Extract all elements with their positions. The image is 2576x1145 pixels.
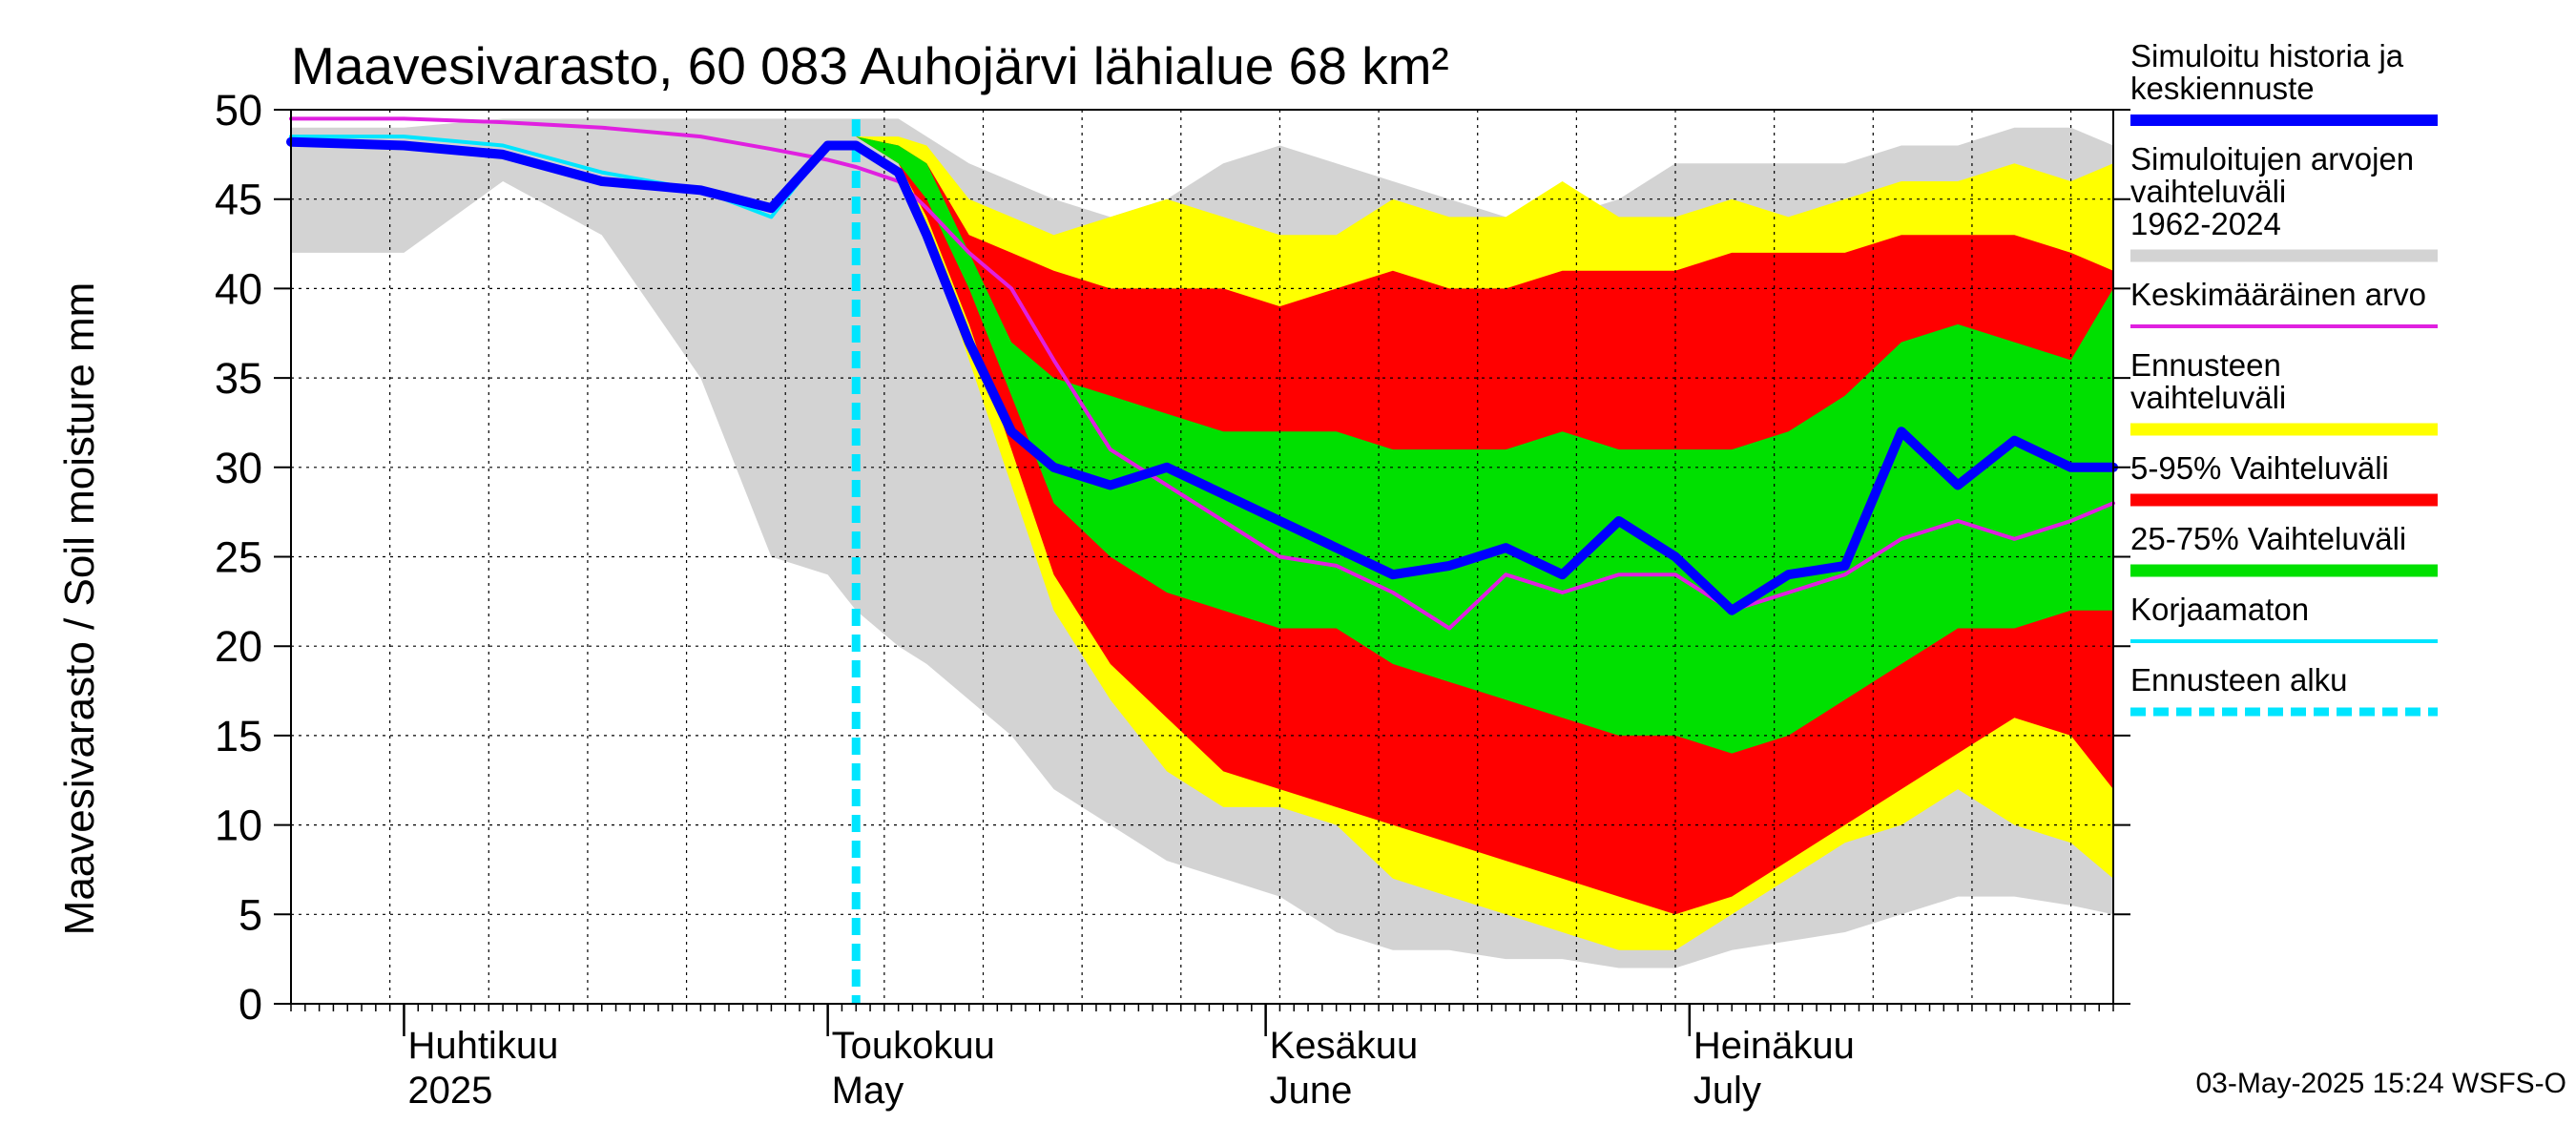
y-tick-label: 40 bbox=[215, 264, 262, 313]
legend-label: 5-95% Vaihteluväli bbox=[2130, 450, 2389, 486]
y-tick-label: 15 bbox=[215, 712, 262, 760]
month-sublabel: May bbox=[832, 1070, 904, 1112]
legend-label: Korjaamaton bbox=[2130, 592, 2309, 627]
month-label: Heinäkuu bbox=[1693, 1025, 1855, 1067]
y-axis-label: Maavesivarasto / Soil moisture mm bbox=[56, 282, 103, 936]
series-lines bbox=[286, 116, 2118, 1004]
month-label: Kesäkuu bbox=[1270, 1025, 1419, 1067]
month-sublabel: June bbox=[1270, 1070, 1353, 1112]
range-bands bbox=[291, 110, 2114, 1004]
band-25-75 bbox=[856, 136, 2114, 754]
month-label: Toukokuu bbox=[832, 1025, 995, 1067]
legend-label: keskiennuste bbox=[2130, 71, 2315, 106]
y-tick-label: 0 bbox=[239, 980, 262, 1029]
legend-label: vaihteluväli bbox=[2130, 174, 2286, 209]
month-sublabel: 2025 bbox=[407, 1070, 492, 1112]
grid-lines bbox=[291, 110, 2113, 1004]
y-tick-label: 35 bbox=[215, 354, 262, 403]
legend-label: Keskimääräinen arvo bbox=[2130, 277, 2426, 312]
y-tick-label: 20 bbox=[215, 622, 262, 671]
legend-label: Simuloitujen arvojen bbox=[2130, 141, 2414, 177]
legend-label: 25-75% Vaihteluväli bbox=[2130, 521, 2406, 556]
month-label: Huhtikuu bbox=[407, 1025, 558, 1067]
axes: 05101520253035404550Huhtikuu2025Toukokuu… bbox=[215, 86, 2130, 1112]
legend-label: Ennusteen bbox=[2130, 347, 2281, 383]
chart-title: Maavesivarasto, 60 083 Auhojärvi lähialu… bbox=[291, 36, 1449, 95]
month-sublabel: July bbox=[1693, 1070, 1761, 1112]
y-tick-label: 5 bbox=[239, 890, 262, 939]
series-line-keskim-r-inen-arvo bbox=[289, 116, 2115, 631]
y-tick-label: 45 bbox=[215, 176, 262, 224]
series-line-simuloitu-historia-ja-keskiennuste bbox=[286, 136, 2118, 615]
legend-label: 1962-2024 bbox=[2130, 206, 2281, 241]
y-tick-label: 10 bbox=[215, 802, 262, 850]
legend-label: vaihteluväli bbox=[2130, 380, 2286, 415]
y-tick-label: 30 bbox=[215, 444, 262, 492]
y-tick-label: 50 bbox=[215, 86, 262, 135]
timestamp-stamp: 03-May-2025 15:24 WSFS-O bbox=[2196, 1068, 2567, 1099]
legend-label: Ennusteen alku bbox=[2130, 662, 2348, 697]
legend-label: Simuloitu historia ja bbox=[2130, 38, 2404, 73]
y-tick-label: 25 bbox=[215, 533, 262, 582]
